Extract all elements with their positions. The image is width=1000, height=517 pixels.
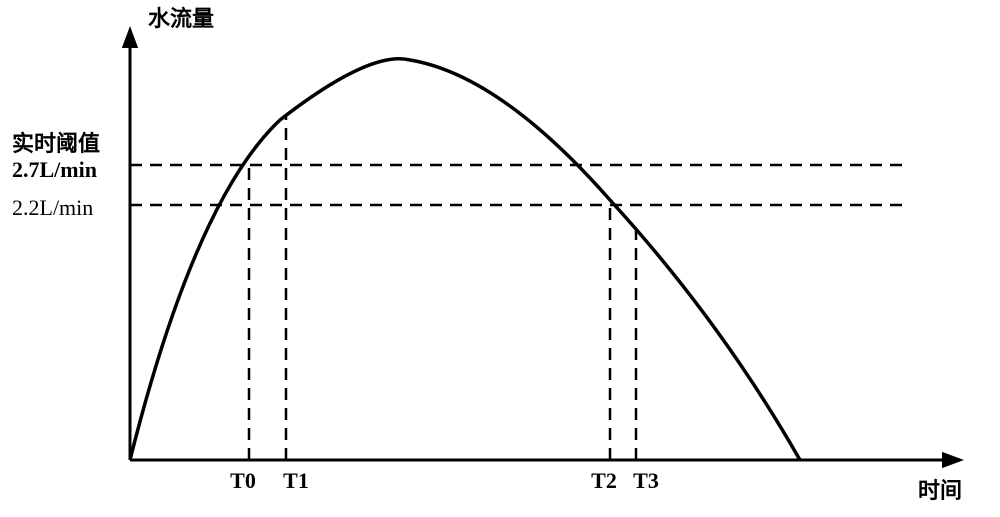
chart-background	[0, 0, 1000, 517]
upper-threshold-label-line2: 2.7L/min	[12, 157, 97, 182]
flow-rate-chart: 水流量时间 实时阈值2.7L/min 2.2L/min T0 T1 T2 T3	[0, 0, 1000, 517]
upper-threshold-label-line1: 实时阈值	[12, 131, 100, 156]
y-axis-label: 水流量	[148, 6, 214, 31]
t1-label: T1	[283, 468, 309, 493]
t2-label: T2	[591, 468, 617, 493]
t0-label: T0	[230, 468, 256, 493]
lower-threshold-label: 2.2L/min	[12, 195, 93, 220]
x-axis-label: 时间	[918, 478, 962, 503]
t3-label: T3	[633, 468, 659, 493]
